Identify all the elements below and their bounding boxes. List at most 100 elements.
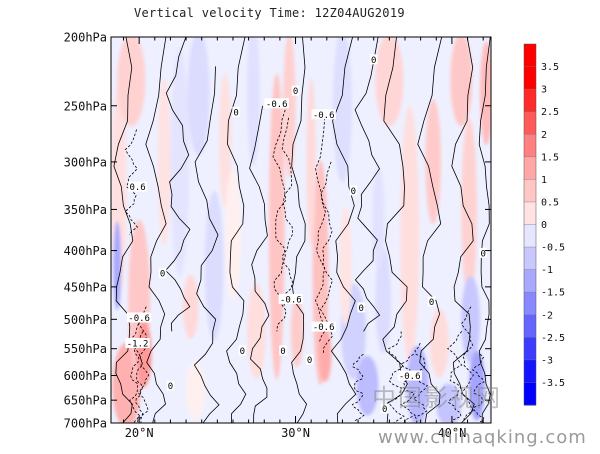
contour-label-bg bbox=[278, 293, 304, 304]
contour-zero bbox=[451, 37, 475, 423]
y-tick-label: 700hPa bbox=[64, 417, 107, 431]
y-tick-label: 200hPa bbox=[64, 31, 107, 45]
contour-label: 0 bbox=[429, 298, 434, 308]
watermark: www.chinaqking.com bbox=[378, 427, 587, 448]
colorbar-label: 1.5 bbox=[541, 152, 559, 163]
y-tick-label: 250hPa bbox=[64, 99, 107, 113]
contour-lines bbox=[113, 37, 491, 423]
contour-label-bg bbox=[380, 403, 389, 414]
contour-label: -0.6 bbox=[280, 295, 302, 305]
colorbar: 3.5 3 2.5 2 1.5 1 0.5 0 -0.5 -1 -1.5 -2 -2.5 -3 -3.5 bbox=[523, 43, 565, 406]
plot-frame bbox=[110, 36, 492, 424]
field-blob bbox=[136, 321, 152, 388]
contour-zero bbox=[382, 37, 408, 423]
chart-title: Vertical velocity Time: 12Z04AUG2019 bbox=[134, 6, 405, 20]
colorbar-box bbox=[524, 337, 536, 361]
colorbar-box bbox=[524, 179, 536, 203]
field-blob bbox=[247, 283, 266, 380]
colorbar-label: 3.5 bbox=[541, 62, 559, 73]
colorbar-label: -1 bbox=[541, 265, 553, 276]
colorbar-box bbox=[524, 111, 536, 135]
contour-negative bbox=[447, 331, 463, 423]
contour-label: 0 bbox=[160, 269, 165, 279]
colorbar-box bbox=[524, 201, 536, 225]
contour-label: 0 bbox=[382, 405, 387, 415]
contour-label: 0 bbox=[280, 347, 285, 357]
colorbar-label: -1.5 bbox=[541, 288, 565, 299]
contour-label: -1.2 bbox=[127, 340, 149, 350]
contour-zero bbox=[291, 37, 308, 423]
y-tick-label: 600hPa bbox=[64, 369, 107, 383]
y-axis: 200hPa 250hPa 300hPa 350hPa 400hPa 450hPa 500h… bbox=[64, 31, 491, 431]
contour-zero bbox=[330, 37, 357, 423]
x-tick-label: 20°N bbox=[125, 426, 154, 440]
contour-negative bbox=[351, 353, 365, 423]
contour-label: -0.6 bbox=[313, 323, 335, 333]
contour-label: 0.6 bbox=[129, 183, 145, 193]
contour-label-bg bbox=[125, 338, 150, 349]
field-blob bbox=[204, 190, 224, 341]
contour-negative bbox=[272, 105, 287, 332]
contour-zero bbox=[417, 37, 443, 423]
contour-label: -0.6 bbox=[313, 111, 335, 121]
x-tick-label: 30°N bbox=[281, 426, 310, 440]
contour-label-bg bbox=[311, 109, 336, 120]
field-blob bbox=[318, 326, 332, 382]
contour-negative bbox=[315, 117, 327, 344]
colorbar-box bbox=[524, 314, 536, 338]
colorbar-label: -0.5 bbox=[541, 243, 565, 254]
y-tick-label: 500hPa bbox=[64, 313, 107, 327]
colorbar-label: 1 bbox=[541, 175, 547, 186]
contour-label-bg bbox=[397, 370, 422, 381]
y-tick-label: 650hPa bbox=[64, 394, 107, 408]
contour-zero bbox=[226, 37, 247, 423]
contour-label: 0 bbox=[307, 356, 312, 366]
x-tick-label: 40°N bbox=[437, 426, 466, 440]
contour-label-bg bbox=[349, 185, 358, 196]
contour-label-bg bbox=[128, 181, 147, 192]
colorbar-box bbox=[524, 382, 536, 406]
contour-label-bg bbox=[232, 106, 240, 117]
field-blob bbox=[218, 73, 232, 208]
contour-negative bbox=[472, 353, 485, 423]
contour-label: 0 bbox=[168, 382, 173, 392]
contour-zero bbox=[478, 37, 491, 423]
field-blob bbox=[356, 355, 379, 416]
contour-label: 0 bbox=[480, 249, 485, 259]
contour-label: -0.6 bbox=[399, 372, 421, 382]
field-blob bbox=[372, 166, 385, 270]
contour-negative bbox=[281, 117, 294, 307]
field-blob bbox=[186, 361, 205, 420]
colorbar-label: 0 bbox=[541, 220, 547, 231]
contour-label-bg bbox=[264, 98, 289, 109]
contour-label-bg bbox=[357, 302, 366, 313]
field-blob bbox=[461, 118, 477, 300]
contour-negative bbox=[124, 129, 138, 236]
field-blob bbox=[406, 345, 429, 423]
contour-label: 0 bbox=[233, 108, 238, 118]
contour-label: 0 bbox=[358, 304, 363, 314]
colorbar-box bbox=[524, 89, 536, 113]
colorbar-box bbox=[524, 224, 536, 248]
y-tick-label: 300hPa bbox=[64, 155, 107, 169]
colorbar-label: 2 bbox=[541, 130, 547, 141]
colorbar-label: 0.5 bbox=[541, 197, 559, 208]
contour-label: -0.6 bbox=[266, 100, 288, 110]
colorbar-box bbox=[524, 292, 536, 316]
field-blob bbox=[283, 37, 296, 179]
contour-label: 0 bbox=[371, 56, 376, 66]
contour-zero bbox=[354, 37, 381, 332]
field-blob bbox=[225, 168, 241, 301]
contour-label-bg bbox=[238, 345, 247, 356]
colorbar-box bbox=[524, 247, 536, 271]
field-blob bbox=[290, 295, 304, 368]
contour-label-bg bbox=[166, 380, 175, 391]
field-blob bbox=[182, 274, 199, 339]
colorbar-box bbox=[524, 66, 536, 90]
colorbar-box bbox=[524, 269, 536, 293]
field-blob bbox=[306, 77, 316, 247]
contour-negative bbox=[387, 331, 405, 423]
y-tick-label: 550hPa bbox=[64, 342, 107, 356]
